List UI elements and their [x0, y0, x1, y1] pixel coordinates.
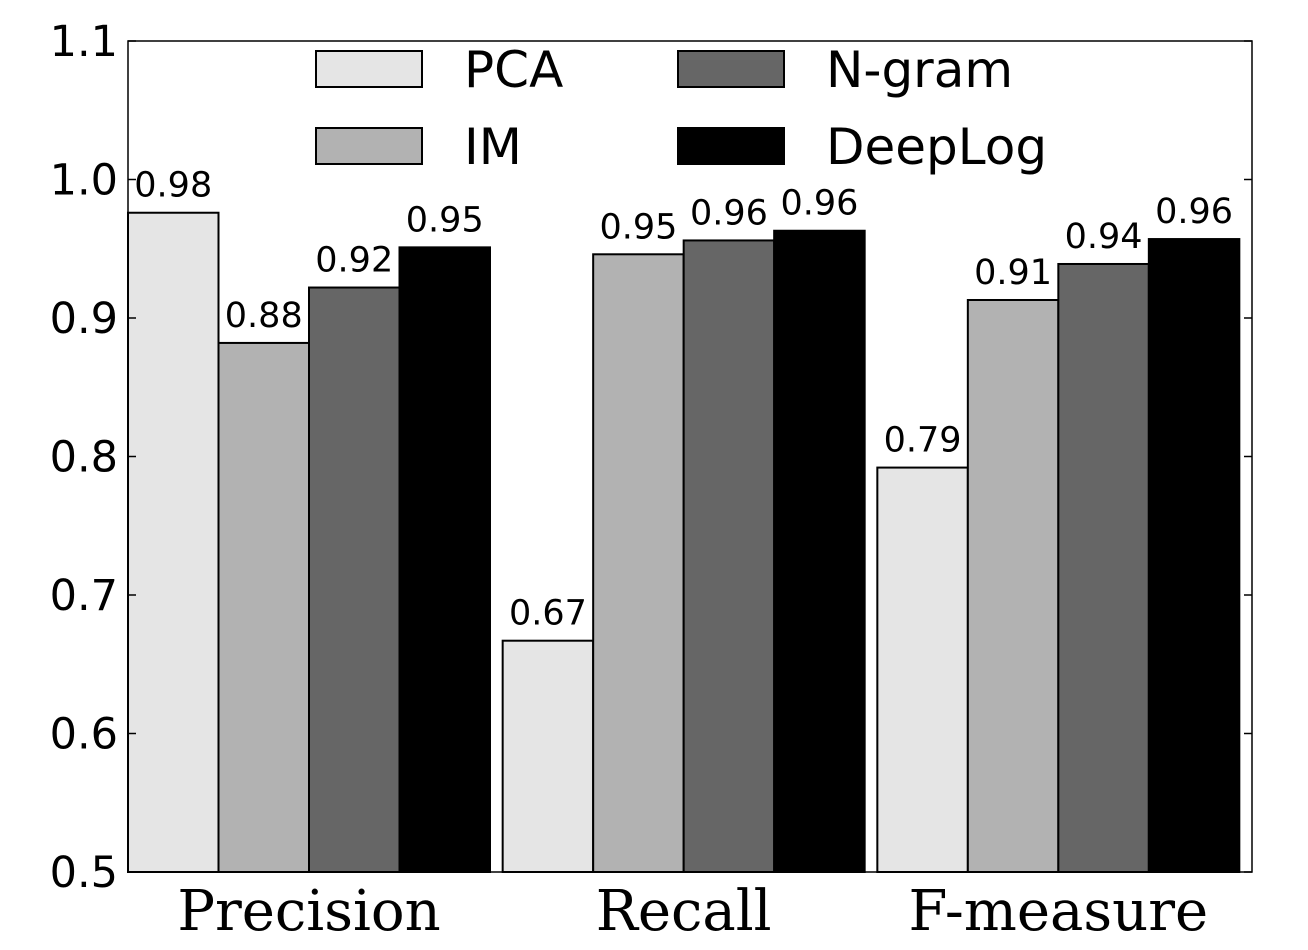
x-category-label: Precision — [177, 879, 440, 944]
data-label-n-gram-f-measure: 0.94 — [1065, 217, 1143, 257]
bar-n-gram-precision — [308, 286, 401, 873]
bar-pca-f-measure — [876, 466, 969, 873]
legend-label-deeplog: DeepLog — [826, 118, 1047, 176]
legend-swatch-im — [315, 127, 423, 165]
data-label-pca-f-measure: 0.79 — [884, 421, 962, 461]
legend: PCA IM N-gram DeepLog — [315, 41, 1047, 176]
data-label-pca-recall: 0.67 — [509, 594, 587, 634]
legend-swatch-n-gram — [677, 50, 785, 88]
data-label-pca-precision: 0.98 — [134, 166, 212, 206]
bar-pca-recall — [501, 639, 595, 874]
data-label-n-gram-precision: 0.92 — [315, 241, 393, 281]
y-tick-label: 1.1 — [50, 17, 118, 67]
legend-label-im: IM — [464, 118, 522, 176]
bar-deeplog-recall — [773, 229, 866, 873]
bar-im-recall — [592, 253, 685, 874]
x-category-label: F-measure — [909, 879, 1209, 944]
bar-im-f-measure — [966, 298, 1060, 873]
y-tick-label: 0.7 — [50, 571, 118, 621]
data-labels-group: 0.98 0.88 0.92 0.95 0.67 0.95 0.96 0.96 0.79 0.91… — [134, 166, 1233, 634]
data-label-im-f-measure: 0.91 — [974, 253, 1052, 293]
data-label-deeplog-f-measure: 0.96 — [1155, 192, 1233, 232]
bars-group — [127, 211, 1241, 874]
legend-swatch-pca — [315, 50, 423, 88]
y-tick-label: 0.5 — [50, 848, 118, 898]
x-category-label: Recall — [596, 879, 772, 944]
x-axis: Precision Recall F-measure — [177, 879, 1208, 944]
y-tick-label: 0.8 — [50, 433, 118, 483]
legend-label-n-gram: N-gram — [826, 41, 1013, 99]
y-axis: 0.5 0.6 0.7 0.8 0.9 1.0 1.1 — [50, 17, 1252, 898]
bar-n-gram-recall — [682, 239, 776, 873]
legend-label-pca: PCA — [464, 41, 563, 99]
data-label-im-recall: 0.95 — [599, 207, 677, 247]
data-label-deeplog-recall: 0.96 — [780, 184, 858, 224]
data-label-deeplog-precision: 0.95 — [406, 200, 484, 240]
y-tick-label: 0.6 — [50, 710, 118, 760]
legend-swatch-deeplog — [677, 127, 785, 165]
bar-deeplog-precision — [398, 246, 491, 874]
bar-n-gram-f-measure — [1057, 262, 1150, 873]
y-tick-label: 0.9 — [50, 294, 118, 344]
y-tick-label: 1.0 — [50, 156, 118, 206]
data-label-im-precision: 0.88 — [225, 296, 303, 336]
bar-im-precision — [217, 341, 310, 873]
bar-deeplog-f-measure — [1147, 238, 1241, 873]
data-label-n-gram-recall: 0.96 — [690, 193, 768, 233]
bar-pca-precision — [127, 211, 220, 874]
